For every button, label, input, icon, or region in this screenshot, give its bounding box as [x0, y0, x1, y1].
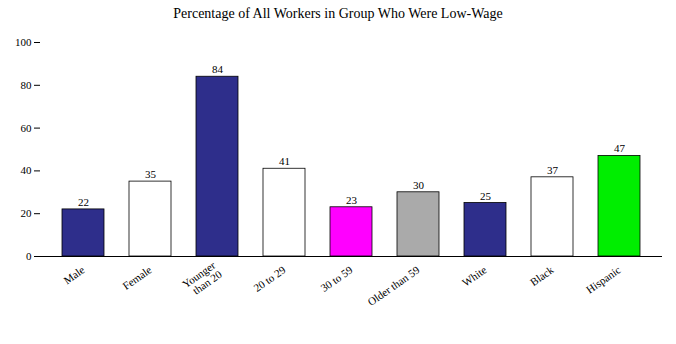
- svg-text:Black: Black: [528, 263, 556, 288]
- svg-text:60: 60: [21, 122, 33, 134]
- svg-text:35: 35: [145, 168, 157, 180]
- svg-text:30 to 59: 30 to 59: [318, 263, 355, 294]
- svg-text:40: 40: [21, 164, 33, 176]
- svg-text:20: 20: [21, 207, 33, 219]
- svg-text:84: 84: [212, 63, 224, 75]
- svg-text:Hispanic: Hispanic: [584, 263, 623, 295]
- svg-text:Older than 59: Older than 59: [365, 263, 422, 308]
- svg-text:Youngerthan 20: Youngerthan 20: [180, 259, 224, 300]
- html-text:Percentage of All Workers in G: Percentage of All Workers in Group Who W…: [173, 6, 503, 21]
- svg-text:80: 80: [21, 79, 33, 91]
- svg-text:Male: Male: [61, 263, 86, 286]
- svg-text:41: 41: [279, 155, 290, 167]
- svg-text:20 to 29: 20 to 29: [251, 263, 288, 294]
- svg-text:100: 100: [15, 36, 32, 48]
- svg-text:22: 22: [78, 196, 89, 208]
- svg-text:White: White: [460, 263, 489, 288]
- svg-text:23: 23: [346, 194, 358, 206]
- svg-text:37: 37: [547, 164, 559, 176]
- svg-text:47: 47: [614, 142, 626, 154]
- svg-text:0: 0: [26, 250, 32, 262]
- svg-text:30: 30: [413, 179, 425, 191]
- svg-text:Female: Female: [120, 263, 154, 291]
- svg-text:25: 25: [480, 190, 492, 202]
